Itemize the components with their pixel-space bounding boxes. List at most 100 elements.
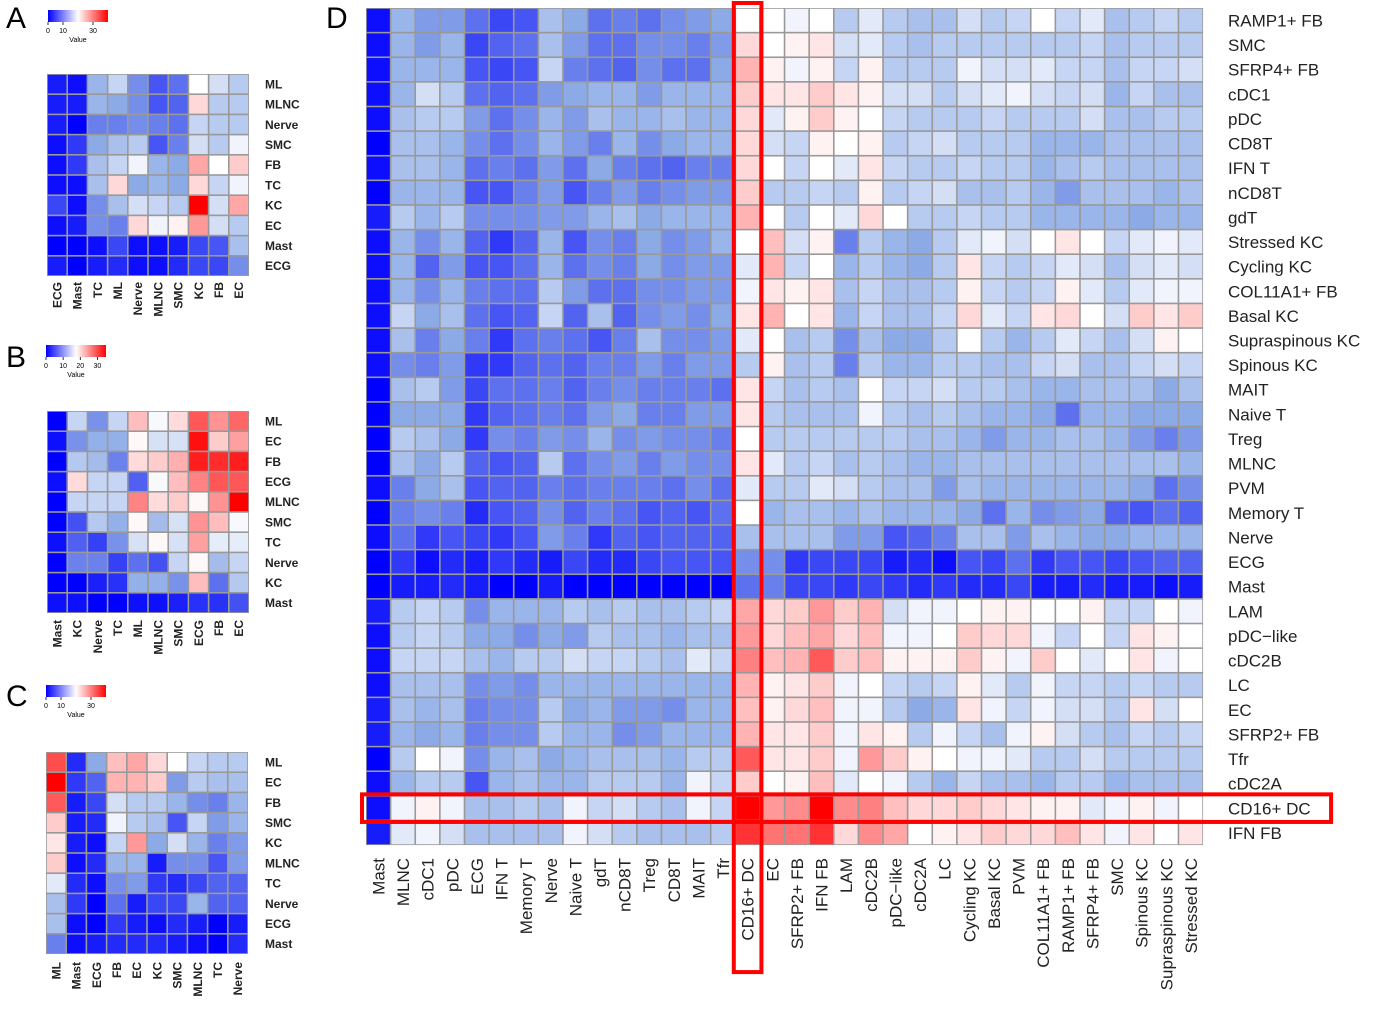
heatmap-cell [188, 934, 207, 954]
heatmap-cell [686, 772, 710, 796]
heatmap-cell [908, 304, 932, 328]
heatmap-cell [1105, 156, 1129, 180]
heatmap-cell [1006, 550, 1030, 574]
heatmap-cell [982, 131, 1006, 155]
heatmap-cell [47, 236, 67, 255]
col-label: Nerve [231, 962, 245, 996]
heatmap-cell [1080, 33, 1104, 57]
heatmap-cell [1179, 378, 1203, 402]
heatmap-cell [933, 230, 957, 254]
heatmap-cell [229, 533, 249, 552]
row-label: ECG [1228, 553, 1265, 572]
heatmap-cell [637, 279, 661, 303]
heatmap-cell [189, 74, 208, 94]
heatmap-cell [489, 624, 513, 648]
col-label: KC [150, 962, 164, 980]
heatmap-cell [539, 279, 563, 303]
heatmap-cell [736, 58, 760, 82]
heatmap-cell [1154, 821, 1178, 845]
heatmap-cell [147, 773, 167, 792]
heatmap-cell [588, 255, 612, 279]
heatmap-cell [1031, 550, 1055, 574]
heatmap-cell [563, 8, 587, 32]
heatmap-cell [834, 255, 858, 279]
heatmap-cell [982, 353, 1006, 377]
heatmap-cell [168, 833, 187, 853]
heatmap-cell [711, 624, 735, 648]
row-label: Mast [1228, 578, 1265, 597]
heatmap-cell [859, 624, 883, 648]
heatmap-cell [465, 131, 489, 155]
heatmap-cell [711, 58, 735, 82]
heatmap-cell [366, 451, 390, 475]
heatmap-cell [809, 772, 833, 796]
heatmap-cell [785, 58, 809, 82]
heatmap-cell [883, 181, 907, 205]
heatmap-cell [859, 107, 883, 131]
heatmap-cell [128, 135, 148, 154]
heatmap-cell [760, 698, 784, 722]
heatmap-cell [662, 599, 686, 623]
heatmap-cell [1154, 8, 1178, 32]
heatmap-cell [68, 196, 87, 215]
heatmap-cell [883, 648, 907, 672]
heatmap-cell [809, 525, 833, 549]
heatmap-cell [957, 205, 981, 229]
heatmap-cell [1154, 451, 1178, 475]
heatmap-cell [108, 553, 127, 572]
heatmap-cell [957, 58, 981, 82]
legend-title: Value [67, 712, 84, 719]
heatmap-cell [208, 752, 227, 772]
heatmap-cell [637, 821, 661, 845]
heatmap-cell [489, 205, 513, 229]
heatmap-cell [613, 181, 637, 205]
heatmap-cell [563, 378, 587, 402]
heatmap-cell [539, 575, 563, 599]
heatmap-cell [883, 33, 907, 57]
heatmap-cell [1130, 82, 1154, 106]
heatmap-cell [169, 95, 188, 114]
legend-colorbar [46, 345, 106, 357]
col-label: MLNC [394, 858, 413, 906]
heatmap-cell [662, 476, 686, 500]
heatmap-cell [68, 492, 87, 512]
heatmap-cell [148, 553, 168, 572]
heatmap-cell [933, 550, 957, 574]
heatmap-cell [1179, 476, 1203, 500]
heatmap-cell [957, 599, 981, 623]
heatmap-cell [711, 205, 735, 229]
heatmap-cell [637, 476, 661, 500]
heatmap-cell [1105, 451, 1129, 475]
heatmap-cell [1056, 722, 1080, 746]
heatmap-cell [686, 648, 710, 672]
heatmap-cell [1031, 353, 1055, 377]
heatmap-cell [440, 747, 464, 771]
heatmap-cell [1056, 451, 1080, 475]
row-label: SFRP2+ FB [1228, 725, 1319, 744]
heatmap-cell [229, 472, 249, 491]
col-label: cDC2A [911, 857, 930, 912]
heatmap-cell [1006, 131, 1030, 155]
heatmap-cell [785, 279, 809, 303]
heatmap-cell [686, 451, 710, 475]
heatmap-cell [1080, 427, 1104, 451]
heatmap-cell [1056, 550, 1080, 574]
heatmap-cell [68, 216, 87, 235]
heatmap-cell [563, 451, 587, 475]
heatmap-cell [1031, 624, 1055, 648]
heatmap-cell [108, 411, 127, 431]
heatmap-cell [957, 181, 981, 205]
col-label: Mast [71, 282, 85, 309]
heatmap-cell [859, 304, 883, 328]
heatmap-cell [883, 501, 907, 525]
heatmap-cell [1006, 821, 1030, 845]
row-label: cDC2B [1228, 652, 1282, 671]
heatmap-cell [366, 599, 390, 623]
heatmap-cell [440, 353, 464, 377]
heatmap-cell [711, 525, 735, 549]
heatmap-cell [366, 821, 390, 845]
heatmap-cell [933, 82, 957, 106]
heatmap-cell [440, 107, 464, 131]
heatmap-cell [957, 722, 981, 746]
